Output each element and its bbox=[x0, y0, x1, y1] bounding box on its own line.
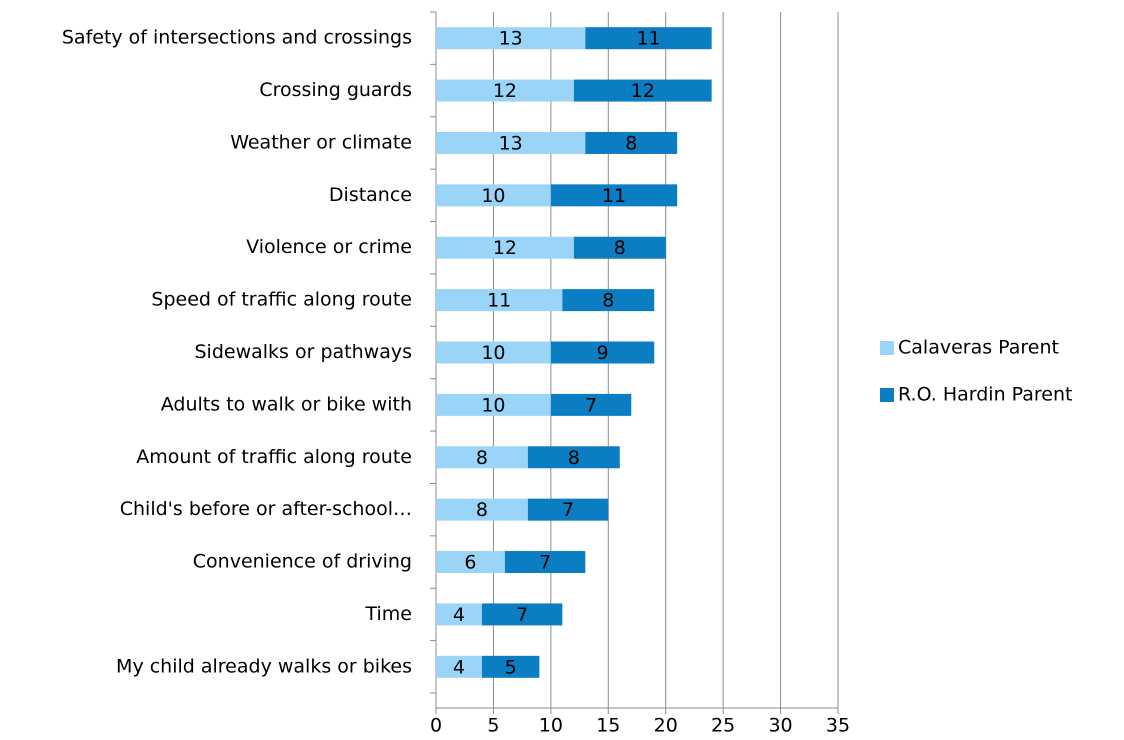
data-label: 5 bbox=[505, 656, 517, 678]
bar-segment bbox=[585, 131, 678, 154]
data-label: 10 bbox=[481, 394, 505, 416]
data-label: 13 bbox=[499, 28, 523, 50]
bar-segment bbox=[436, 393, 551, 416]
data-label: 8 bbox=[476, 447, 488, 469]
bar-segment bbox=[481, 655, 540, 678]
bar-segment bbox=[436, 79, 574, 102]
data-label: 13 bbox=[499, 132, 523, 154]
bar-segment bbox=[481, 603, 563, 626]
bar-segment bbox=[585, 27, 712, 50]
data-label: 8 bbox=[625, 132, 637, 154]
y-tick-label: Safety of intersections and crossings bbox=[62, 27, 412, 49]
data-label: 9 bbox=[596, 342, 608, 364]
data-label: 7 bbox=[585, 394, 597, 416]
x-tick-label: 35 bbox=[826, 715, 850, 737]
data-label: 7 bbox=[516, 604, 528, 626]
data-label: 6 bbox=[464, 552, 476, 574]
y-tick-label: Crossing guards bbox=[259, 79, 412, 101]
bar-segment bbox=[436, 131, 586, 154]
bar-segment bbox=[550, 341, 655, 364]
bar-segment bbox=[436, 655, 482, 678]
x-tick-label: 10 bbox=[539, 715, 563, 737]
data-label: 12 bbox=[631, 80, 655, 102]
bar-segment bbox=[573, 236, 666, 259]
bar-segment bbox=[436, 498, 528, 521]
bar-segment bbox=[527, 498, 609, 521]
bar-segment bbox=[436, 603, 482, 626]
data-label: 11 bbox=[636, 28, 660, 50]
data-label: 10 bbox=[481, 185, 505, 207]
data-label: 11 bbox=[487, 290, 511, 312]
bar-segment bbox=[562, 289, 655, 312]
bar-segment bbox=[550, 184, 678, 207]
x-tick-label: 0 bbox=[430, 715, 442, 737]
legend-swatch bbox=[880, 341, 894, 355]
x-tick-label: 15 bbox=[596, 715, 620, 737]
data-label: 12 bbox=[493, 237, 517, 259]
bar-segment bbox=[436, 446, 528, 469]
y-tick-label: My child already walks or bikes bbox=[116, 655, 412, 677]
y-tick-label: Convenience of driving bbox=[193, 551, 412, 573]
data-label: 4 bbox=[453, 656, 465, 678]
y-tick-label: Amount of traffic along route bbox=[136, 446, 412, 468]
data-label: 11 bbox=[602, 185, 626, 207]
data-label: 8 bbox=[614, 237, 626, 259]
data-label: 8 bbox=[568, 447, 580, 469]
x-tick-label: 20 bbox=[654, 715, 678, 737]
bar-segment bbox=[527, 446, 620, 469]
y-tick-label: Adults to walk or bike with bbox=[161, 393, 412, 415]
bar-segment bbox=[436, 341, 551, 364]
data-label: 12 bbox=[493, 80, 517, 102]
data-label: 4 bbox=[453, 604, 465, 626]
data-label: 7 bbox=[539, 552, 551, 574]
y-tick-label: Sidewalks or pathways bbox=[195, 341, 413, 363]
bar-segment bbox=[436, 184, 551, 207]
legend-label: R.O. Hardin Parent bbox=[898, 384, 1072, 406]
x-tick-label: 30 bbox=[768, 715, 792, 737]
data-label: 8 bbox=[602, 290, 614, 312]
y-tick-label: Weather or climate bbox=[230, 131, 412, 153]
y-tick-label: Speed of traffic along route bbox=[151, 289, 412, 311]
bar-segment bbox=[550, 393, 632, 416]
data-label: 7 bbox=[562, 499, 574, 521]
x-tick-label: 25 bbox=[711, 715, 735, 737]
bar-segment bbox=[436, 551, 505, 574]
legend-swatch bbox=[880, 388, 894, 402]
y-tick-label: Distance bbox=[329, 184, 412, 206]
x-tick-label: 5 bbox=[487, 715, 499, 737]
bar-segment bbox=[504, 551, 586, 574]
data-label: 8 bbox=[476, 499, 488, 521]
y-tick-label: Time bbox=[365, 603, 413, 625]
y-tick-label: Violence or crime bbox=[246, 236, 412, 258]
legend-label: Calaveras Parent bbox=[898, 337, 1059, 359]
bar-segment bbox=[436, 236, 574, 259]
bar-segment bbox=[436, 27, 586, 50]
data-label: 10 bbox=[481, 342, 505, 364]
bar-segment bbox=[573, 79, 712, 102]
bar-segment bbox=[436, 289, 563, 312]
y-tick-label: Child's before or after-school… bbox=[120, 498, 412, 520]
